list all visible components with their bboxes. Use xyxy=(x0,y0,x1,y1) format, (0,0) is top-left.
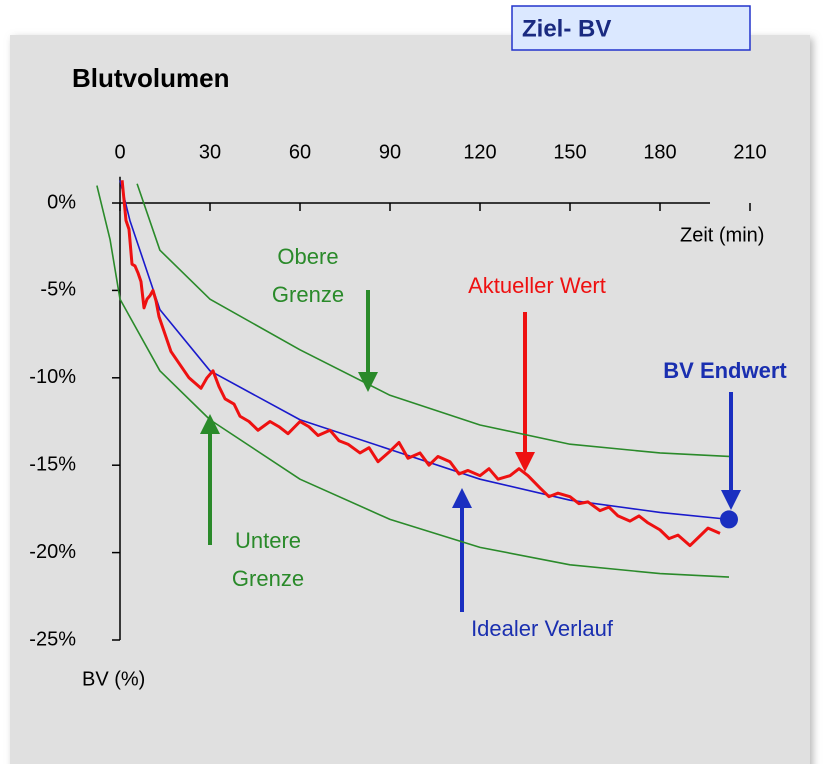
annotation: Grenze xyxy=(232,566,304,591)
x-tick-label: 180 xyxy=(643,141,676,163)
y-tick-label: -5% xyxy=(40,279,76,301)
x-axis-label: Zeit (min) xyxy=(680,224,764,246)
series-line xyxy=(120,180,721,548)
y-tick-label: -25% xyxy=(29,628,76,650)
annotation: Untere xyxy=(235,528,301,553)
x-tick-label: 60 xyxy=(289,141,311,163)
y-tick-label: -15% xyxy=(29,453,76,475)
annotation: Idealer Verlauf xyxy=(471,616,614,641)
series-line xyxy=(136,183,730,458)
series-line xyxy=(119,180,730,521)
panel xyxy=(10,35,810,769)
badge: Ziel- BV xyxy=(522,15,611,42)
x-tick-label: 210 xyxy=(733,141,766,163)
x-tick-label: 90 xyxy=(379,141,401,163)
annotation: Obere xyxy=(277,244,338,269)
annotation: Grenze xyxy=(272,282,344,307)
x-tick-label: 30 xyxy=(199,141,221,163)
y-tick-label: 0% xyxy=(47,191,76,213)
y-tick-label: -10% xyxy=(29,366,76,388)
y-axis-label: BV (%) xyxy=(82,668,145,690)
annotation: BV Endwert xyxy=(663,358,787,383)
chart-title: Blutvolumen xyxy=(72,63,229,93)
x-tick-label: 150 xyxy=(553,141,586,163)
annotation: Aktueller Wert xyxy=(468,273,606,298)
series-line xyxy=(96,185,730,578)
x-tick-label: 120 xyxy=(463,141,496,163)
y-tick-label: -20% xyxy=(29,541,76,563)
badge-box xyxy=(511,5,751,51)
x-tick-label: 0 xyxy=(114,141,125,163)
end-point xyxy=(720,510,738,529)
